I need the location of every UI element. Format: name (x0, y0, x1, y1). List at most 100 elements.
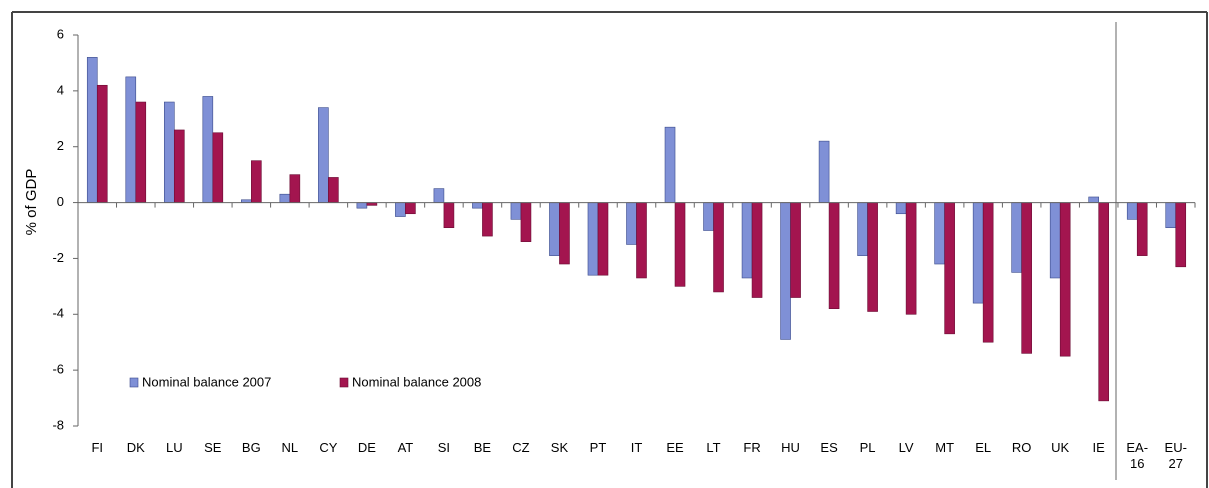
bar (1098, 202, 1110, 402)
x-tick-label: MT (935, 440, 955, 455)
bar (587, 202, 599, 276)
x-tick-label: PL (859, 440, 876, 455)
bar (443, 202, 455, 229)
bar (356, 202, 368, 209)
bar (520, 202, 532, 242)
x-tick-label: SI (437, 440, 451, 455)
bar (867, 202, 878, 312)
x-tick-label: CZ (512, 440, 530, 455)
bar (251, 160, 262, 203)
x-tick-label: ES (820, 440, 838, 455)
y-tick-label: 2 (57, 138, 64, 153)
y-axis-label: % of GDP (23, 169, 40, 236)
bar (1136, 202, 1148, 256)
y-tick-label: 0 (57, 194, 64, 209)
bar (751, 202, 763, 298)
bar (944, 202, 955, 335)
bar (741, 202, 753, 279)
bar (780, 202, 791, 340)
bar (405, 202, 416, 215)
legend-label: Nominal balance 2008 (352, 374, 481, 389)
bar (703, 202, 714, 231)
bar (828, 202, 840, 309)
bar (482, 202, 493, 237)
bar (135, 101, 147, 203)
x-tick-label: SE (204, 440, 222, 455)
x-tick-label: FR (743, 440, 761, 455)
x-tick-label: AT (397, 440, 414, 455)
bar (1049, 202, 1061, 279)
bar (818, 140, 830, 203)
bar (1126, 202, 1138, 220)
bar (674, 202, 686, 287)
legend-swatch (129, 377, 139, 388)
bar (202, 96, 214, 203)
bar (173, 129, 185, 203)
bar (905, 202, 917, 315)
x-tick-label: RO (1011, 440, 1032, 455)
bar (597, 202, 609, 276)
bar (1165, 202, 1177, 229)
x-tick-label: HU (781, 440, 800, 455)
bar (1088, 196, 1100, 203)
bar (289, 174, 301, 203)
x-tick-label: PT (589, 440, 607, 455)
bar (1175, 202, 1187, 268)
bar (713, 202, 724, 293)
legend-swatch (339, 377, 349, 388)
bar (86, 57, 98, 203)
x-tick-label: LT (706, 440, 721, 455)
bar (559, 202, 570, 265)
x-tick-label: DE (357, 440, 376, 455)
x-tick-label: BE (473, 440, 492, 455)
bar (790, 202, 801, 298)
bar (972, 202, 984, 304)
x-tick-label: FI (91, 440, 104, 455)
bar (664, 126, 676, 203)
bar (549, 202, 560, 256)
bar (857, 202, 868, 256)
x-tick-label: NL (281, 440, 299, 455)
x-tick-label: LV (898, 440, 914, 455)
x-tick-label: IT (630, 440, 643, 455)
y-tick-label: -6 (52, 362, 64, 377)
bar (1059, 202, 1071, 357)
bar (433, 188, 445, 203)
x-tick-label: IE (1092, 440, 1105, 455)
bar (895, 202, 907, 215)
bar (626, 202, 637, 245)
x-tick-label: SK (550, 440, 569, 455)
x-tick-label: BG (241, 440, 261, 455)
bar (510, 202, 522, 220)
x-tick-label: EL (975, 440, 992, 455)
y-tick-label: 6 (57, 26, 64, 41)
bar (934, 202, 945, 265)
bar (318, 107, 329, 203)
x-tick-label: LU (165, 440, 183, 455)
y-tick-label: -2 (52, 250, 64, 265)
y-tick-label: 4 (57, 82, 64, 97)
x-tick-label: UK (1051, 440, 1070, 455)
bar (636, 202, 647, 279)
bar (395, 202, 406, 217)
bar (1011, 202, 1022, 273)
y-tick-label: -8 (52, 417, 64, 432)
x-tick-label: EA-16 (1126, 440, 1149, 471)
y-tick-label: -4 (52, 306, 64, 321)
x-tick-label: EU-27 (1164, 440, 1187, 471)
legend-label: Nominal balance 2007 (142, 374, 271, 389)
bar (1021, 202, 1032, 354)
bar (163, 101, 175, 203)
bar (125, 76, 137, 203)
bar (212, 132, 224, 203)
bar (328, 177, 339, 203)
bar (982, 202, 994, 343)
bar (96, 84, 108, 203)
bar (279, 193, 291, 203)
x-tick-label: EE (666, 440, 684, 455)
bar (472, 202, 483, 209)
x-tick-label: DK (126, 440, 145, 455)
x-tick-label: CY (319, 440, 338, 455)
